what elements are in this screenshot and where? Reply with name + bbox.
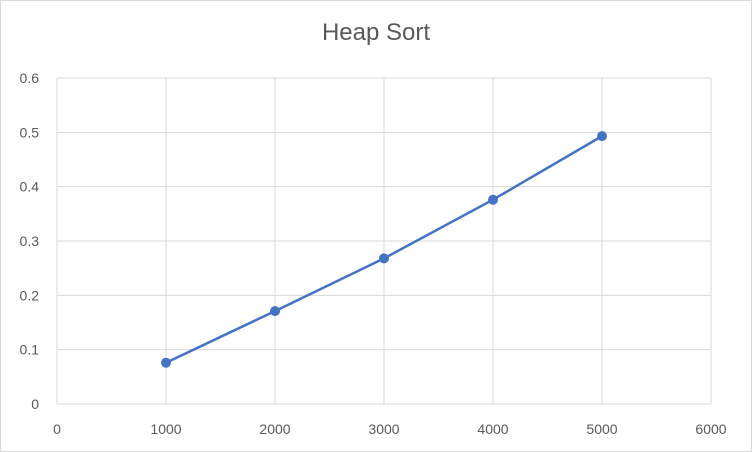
data-point <box>270 306 280 317</box>
y-tick-label: 0.2 <box>20 287 40 303</box>
series-group <box>161 131 607 368</box>
x-tick-label: 2000 <box>259 421 290 437</box>
data-point <box>488 194 498 205</box>
x-tick-label: 1000 <box>150 421 181 437</box>
x-tick-label: 4000 <box>477 421 508 437</box>
data-point <box>161 357 171 368</box>
y-tick-label: 0.6 <box>20 70 40 86</box>
data-point <box>597 131 607 142</box>
y-axis-ticks: 0 0.1 0.2 0.3 0.4 0.5 0.6 <box>20 70 40 412</box>
chart-title: Heap Sort <box>321 19 431 46</box>
x-tick-label: 6000 <box>695 421 726 437</box>
y-tick-label: 0 <box>31 396 39 412</box>
y-tick-label: 0.4 <box>20 179 40 195</box>
y-tick-label: 0.5 <box>20 124 40 140</box>
y-tick-label: 0.3 <box>20 233 40 249</box>
x-tick-label: 0 <box>53 421 61 437</box>
x-axis-ticks: 0 1000 2000 3000 4000 5000 6000 <box>53 421 727 437</box>
y-tick-label: 0.1 <box>20 342 40 358</box>
gridlines <box>56 77 712 405</box>
x-tick-label: 5000 <box>586 421 617 437</box>
x-tick-label: 3000 <box>368 421 399 437</box>
data-point <box>379 253 389 264</box>
